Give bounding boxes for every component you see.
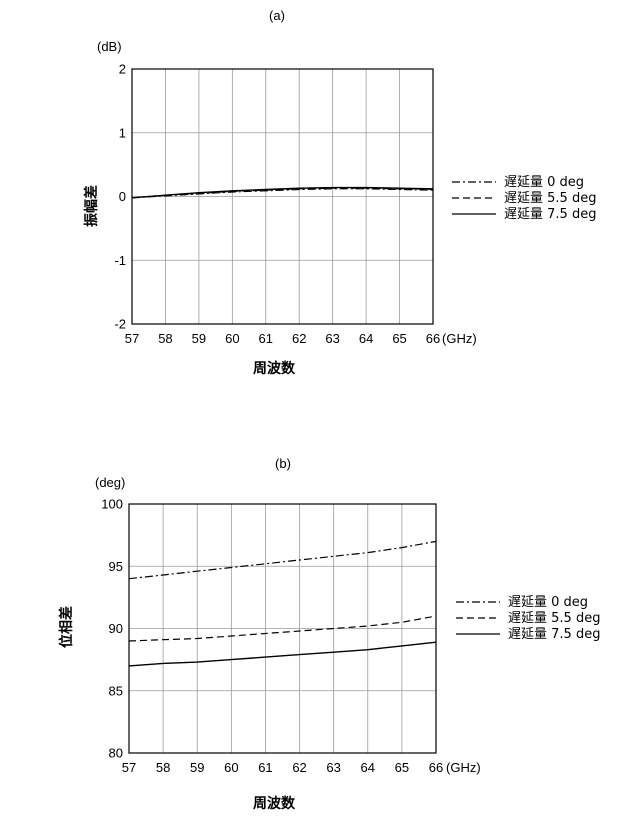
y-tick-label: -2 — [114, 317, 126, 332]
panel-a-x-unit: (GHz) — [442, 331, 477, 346]
x-tick-label: 60 — [225, 331, 239, 346]
panel-b-x-axis-label: 周波数 — [253, 795, 296, 812]
series-line-solid — [129, 642, 436, 666]
x-tick-label: 65 — [392, 331, 406, 346]
panel-b-legend: 遅延量 0 deg遅延量 5.5 deg遅延量 7.5 deg — [456, 595, 600, 642]
panel-a-legend: 遅延量 0 deg遅延量 5.5 deg遅延量 7.5 deg — [452, 175, 596, 222]
series-line-dashdot — [129, 541, 436, 578]
x-tick-label: 64 — [361, 760, 375, 775]
x-tick-label: 63 — [326, 760, 340, 775]
y-tick-label: 100 — [101, 497, 123, 512]
legend-label: 遅延量 0 deg — [504, 175, 584, 190]
x-tick-label: 59 — [190, 760, 204, 775]
x-tick-label: 58 — [156, 760, 170, 775]
panel-a-y-axis-label: 振幅差 — [83, 185, 100, 227]
x-tick-label: 58 — [158, 331, 172, 346]
x-tick-label: 63 — [325, 331, 339, 346]
y-tick-label: 90 — [109, 621, 123, 636]
panel-a: (a) (dB) 振幅差 (GHz) 周波数 57 58 59 60 61 62 63 64 6… — [83, 8, 596, 377]
legend-label: 遅延量 7.5 deg — [508, 627, 600, 642]
legend-label: 遅延量 5.5 deg — [508, 611, 600, 626]
x-tick-label: 61 — [259, 331, 273, 346]
panel-a-title: (a) — [269, 8, 285, 23]
y-tick-label: -1 — [114, 253, 126, 268]
panel-b-x-unit: (GHz) — [446, 760, 481, 775]
y-tick-label: 80 — [109, 746, 123, 761]
x-tick-label: 66 — [426, 331, 440, 346]
x-tick-label: 61 — [258, 760, 272, 775]
x-tick-label: 57 — [122, 760, 136, 775]
y-tick-label: 95 — [109, 559, 123, 574]
x-tick-label: 62 — [292, 331, 306, 346]
x-tick-label: 60 — [224, 760, 238, 775]
panel-b-y-unit: (deg) — [95, 475, 125, 490]
legend-label: 遅延量 7.5 deg — [504, 207, 596, 222]
panel-b-plot: 57 58 59 60 61 62 63 64 65 66 80 85 90 95 100 — [101, 497, 443, 776]
x-tick-label: 65 — [395, 760, 409, 775]
x-tick-label: 64 — [359, 331, 373, 346]
legend-label: 遅延量 0 deg — [508, 595, 588, 610]
y-tick-label: 1 — [119, 125, 126, 140]
x-tick-label: 59 — [192, 331, 206, 346]
panel-a-plot: 57 58 59 60 61 62 63 64 65 66 -2 -1 0 1 2 — [114, 62, 440, 347]
panel-a-y-unit: (dB) — [97, 39, 122, 54]
panel-a-x-axis-label: 周波数 — [253, 360, 296, 377]
legend-label: 遅延量 5.5 deg — [504, 191, 596, 206]
x-tick-label: 57 — [125, 331, 139, 346]
panel-b: (b) (deg) 位相差 (GHz) 周波数 57 58 59 60 61 62 63 64… — [58, 456, 600, 812]
y-tick-label: 0 — [119, 189, 126, 204]
y-tick-label: 85 — [109, 683, 123, 698]
x-tick-label: 62 — [292, 760, 306, 775]
panel-b-y-axis-label: 位相差 — [58, 606, 75, 648]
panel-b-title: (b) — [275, 456, 291, 471]
y-tick-label: 2 — [119, 62, 126, 77]
x-tick-label: 66 — [429, 760, 443, 775]
